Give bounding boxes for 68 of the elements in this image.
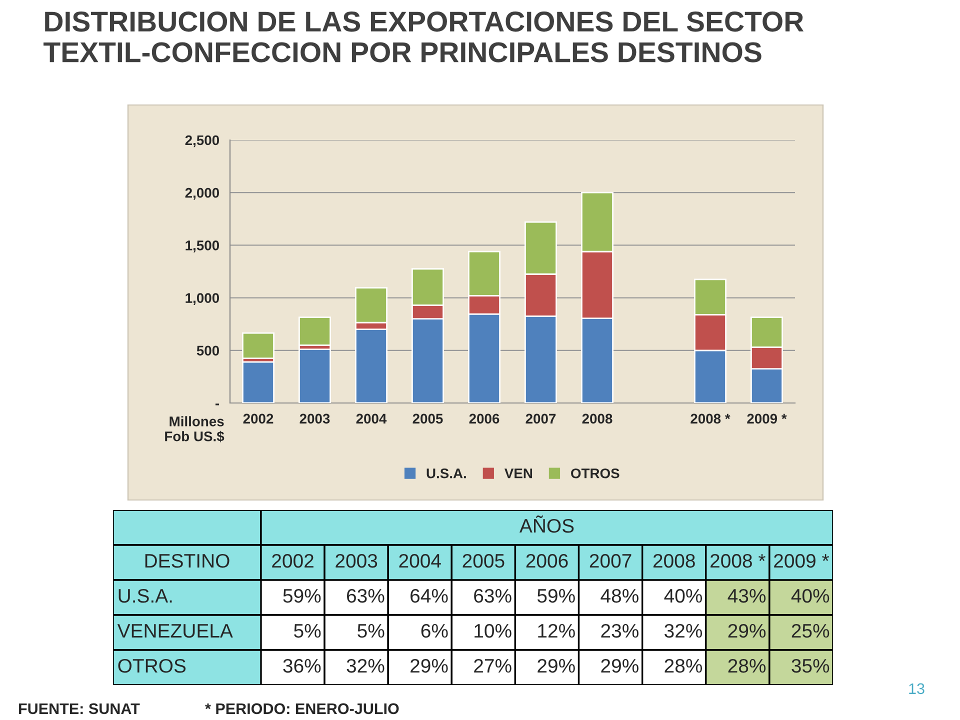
data-label: 28% xyxy=(728,658,766,673)
x-tick-label: 2009 * xyxy=(774,554,830,568)
data-label: 27% xyxy=(474,658,512,673)
data-label: 29% xyxy=(410,658,448,673)
x-tick-label: 2003 xyxy=(336,554,378,568)
data-label: 43% xyxy=(728,588,766,603)
x-tick-label: 2007 xyxy=(526,414,556,424)
y-tick-label: - xyxy=(216,404,220,406)
text: 13 xyxy=(909,683,924,694)
x-tick-label: 2008 xyxy=(653,554,695,568)
data-label: 35% xyxy=(792,658,830,673)
data-label: 6% xyxy=(421,624,448,638)
x-tick-label: 2008 * xyxy=(710,554,766,568)
y-tick-label: 500 xyxy=(196,346,220,356)
data-label: 48% xyxy=(600,588,638,603)
x-tick-label: 2008 xyxy=(582,414,612,424)
x-tick-label: 2008 * xyxy=(690,414,730,424)
y-tick-label: 2,000 xyxy=(185,188,220,200)
bar xyxy=(298,348,331,403)
legend-label: VEN xyxy=(504,468,532,478)
y-axis-title: Millones Fob US.$ xyxy=(165,416,224,442)
y-tick-label: OTROS xyxy=(118,658,186,673)
data-label: 29% xyxy=(728,624,766,638)
data-label: 40% xyxy=(664,588,702,603)
data-label: 59% xyxy=(537,588,575,603)
chart-title: DISTRIBUCION DE LAS EXPORTACIONES DEL SECTOR TEXTIL-CONFECCION POR PRINCIPALES DESTINOS xyxy=(44,12,804,62)
data-label: 32% xyxy=(346,658,384,673)
data-label: 5% xyxy=(294,624,321,638)
y-tick-label: VENEZUELA xyxy=(117,624,233,638)
source-note: FUENTE: SUNAT xyxy=(19,703,140,714)
y-tick-label: 1,500 xyxy=(186,240,220,252)
y-tick-label: U.S.A. xyxy=(118,588,172,603)
data-label: 12% xyxy=(538,624,575,638)
legend-label: U.S.A. xyxy=(426,468,466,478)
y-tick-label: 2,500 xyxy=(185,135,220,148)
x-tick-label: 2006 xyxy=(526,554,568,568)
x-tick-label: 2009 * xyxy=(747,414,787,424)
bar xyxy=(242,332,274,359)
data-label: 64% xyxy=(410,588,448,603)
x-tick-label: 2005 xyxy=(412,414,443,424)
x-tick-label: 2003 xyxy=(300,414,330,424)
y-axis-title: DESTINO xyxy=(145,554,230,568)
data-label: 25% xyxy=(792,624,830,638)
text: * PERIODO: ENERO-JULIO xyxy=(205,703,399,714)
data-label: 29% xyxy=(538,658,575,673)
data-label: 32% xyxy=(664,624,702,638)
data-label: 10% xyxy=(474,624,512,638)
x-tick-label: 2005 xyxy=(462,554,504,568)
x-tick-label: 2007 xyxy=(590,554,632,568)
x-tick-label: 2002 xyxy=(272,554,314,568)
data-label: 40% xyxy=(791,588,830,603)
data-label: 63% xyxy=(347,588,384,603)
x-tick-label: 2006 xyxy=(469,414,500,424)
data-label: 5% xyxy=(358,624,384,638)
chart-title: AÑOS xyxy=(519,515,574,533)
bar xyxy=(242,361,274,403)
data-label: 28% xyxy=(664,658,702,673)
bar xyxy=(298,316,331,346)
data-label: 59% xyxy=(283,588,321,603)
data-label: 29% xyxy=(601,658,638,673)
x-tick-label: 2004 xyxy=(356,414,387,424)
data-label: 63% xyxy=(474,588,512,603)
y-tick-label: 1,000 xyxy=(186,293,220,305)
legend-label: OTROS xyxy=(571,468,620,478)
data-label: 23% xyxy=(601,624,638,638)
data-label: 36% xyxy=(283,658,321,673)
x-tick-label: 2004 xyxy=(399,554,441,568)
x-tick-label: 2002 xyxy=(243,414,274,424)
